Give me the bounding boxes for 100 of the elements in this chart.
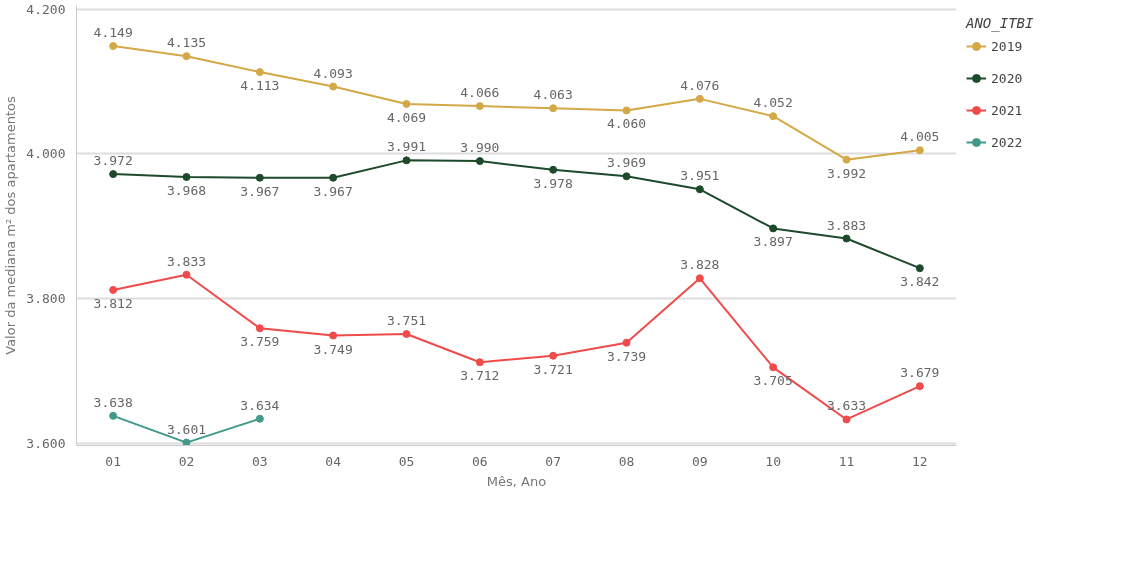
legend-label: 2022 xyxy=(991,134,1023,150)
point xyxy=(402,99,411,108)
data-label: 4.066 xyxy=(460,85,500,101)
point xyxy=(549,104,558,113)
data-label: 4.063 xyxy=(533,87,573,103)
point xyxy=(622,338,631,347)
data-label: 3.978 xyxy=(533,175,573,191)
point xyxy=(109,42,118,51)
point xyxy=(109,411,118,420)
data-label: 4.069 xyxy=(386,109,427,125)
point xyxy=(842,234,851,243)
point xyxy=(695,185,704,194)
data-label: 3.721 xyxy=(533,361,573,377)
data-label: 3.967 xyxy=(240,183,280,199)
point xyxy=(182,438,191,446)
point xyxy=(255,414,264,423)
data-label: 3.990 xyxy=(460,140,500,156)
data-label: 3.991 xyxy=(386,139,427,155)
y-axis-title: Valor da mediana m² dos apartamentos xyxy=(3,96,19,355)
data-label: 3.633 xyxy=(826,398,867,414)
data-label: 3.833 xyxy=(166,253,207,269)
data-label: 3.883 xyxy=(826,217,867,233)
x-tick-label: 04 xyxy=(325,453,342,469)
point xyxy=(182,52,191,61)
data-label: 3.812 xyxy=(93,295,133,311)
point xyxy=(182,173,191,182)
point xyxy=(109,170,118,179)
point xyxy=(549,165,558,174)
legend-label: 2020 xyxy=(991,70,1023,86)
data-label: 3.634 xyxy=(240,397,280,413)
y-tick-label: 4.000 xyxy=(26,146,66,162)
data-label: 3.638 xyxy=(93,394,133,410)
point xyxy=(329,331,338,340)
point xyxy=(255,173,264,182)
data-label: 4.005 xyxy=(900,129,940,145)
point xyxy=(402,330,411,339)
point xyxy=(109,285,118,294)
point xyxy=(622,106,631,115)
data-label: 3.842 xyxy=(900,274,940,290)
data-label: 3.828 xyxy=(680,257,720,273)
data-label: 4.076 xyxy=(680,77,720,93)
data-label: 3.601 xyxy=(166,421,207,437)
point xyxy=(255,68,264,77)
point xyxy=(622,172,631,181)
x-tick-label: 07 xyxy=(545,453,561,469)
point xyxy=(842,415,851,424)
point xyxy=(842,155,851,164)
data-label: 3.751 xyxy=(386,313,427,329)
x-tick-label: 12 xyxy=(912,453,928,469)
data-label: 3.712 xyxy=(460,368,500,384)
data-label: 4.052 xyxy=(753,95,793,111)
x-tick-label: 06 xyxy=(472,453,488,469)
data-label: 3.759 xyxy=(240,334,280,350)
point xyxy=(769,363,778,372)
point xyxy=(329,173,338,182)
data-label: 3.969 xyxy=(606,155,647,171)
data-label: 3.972 xyxy=(93,153,133,169)
data-label: 3.739 xyxy=(606,348,647,364)
point xyxy=(475,157,484,166)
x-tick-label: 11 xyxy=(838,453,855,469)
data-label: 3.705 xyxy=(753,373,793,389)
x-tick-label: 08 xyxy=(618,453,635,469)
x-tick-label: 10 xyxy=(765,453,781,469)
data-label: 3.749 xyxy=(313,341,353,357)
data-label: 3.679 xyxy=(900,365,940,381)
data-label: 4.060 xyxy=(606,116,647,132)
point xyxy=(769,224,778,233)
data-label: 4.149 xyxy=(93,25,133,41)
point xyxy=(402,156,411,165)
y-tick-label: 4.200 xyxy=(26,1,66,17)
point xyxy=(915,382,924,391)
point xyxy=(255,324,264,333)
point xyxy=(695,94,704,103)
point xyxy=(915,146,924,155)
legend-label: 2021 xyxy=(991,102,1023,118)
data-label: 3.951 xyxy=(680,168,720,184)
point xyxy=(769,112,778,121)
legend-title: ANO_ITBI xyxy=(966,15,1034,31)
data-label: 3.992 xyxy=(826,165,867,181)
point xyxy=(182,270,191,279)
point xyxy=(475,102,484,111)
x-tick-label: 02 xyxy=(178,453,195,469)
data-label: 3.897 xyxy=(753,234,793,250)
data-label: 4.093 xyxy=(313,65,353,81)
point xyxy=(475,358,484,367)
data-label: 4.135 xyxy=(166,35,207,51)
x-tick-label: 01 xyxy=(105,453,121,469)
point xyxy=(915,264,924,273)
data-label: 3.968 xyxy=(166,183,207,199)
y-tick-label: 3.800 xyxy=(26,291,66,307)
legend-label: 2019 xyxy=(991,38,1023,54)
x-axis-title: Mês, Ano xyxy=(486,473,547,489)
data-label: 3.967 xyxy=(313,183,353,199)
point xyxy=(695,274,704,283)
x-tick-label: 09 xyxy=(692,453,708,469)
point xyxy=(329,82,338,91)
y-tick-label: 3.600 xyxy=(26,435,66,451)
x-tick-label: 03 xyxy=(252,453,268,469)
point xyxy=(549,351,558,360)
data-label: 4.113 xyxy=(240,78,280,94)
